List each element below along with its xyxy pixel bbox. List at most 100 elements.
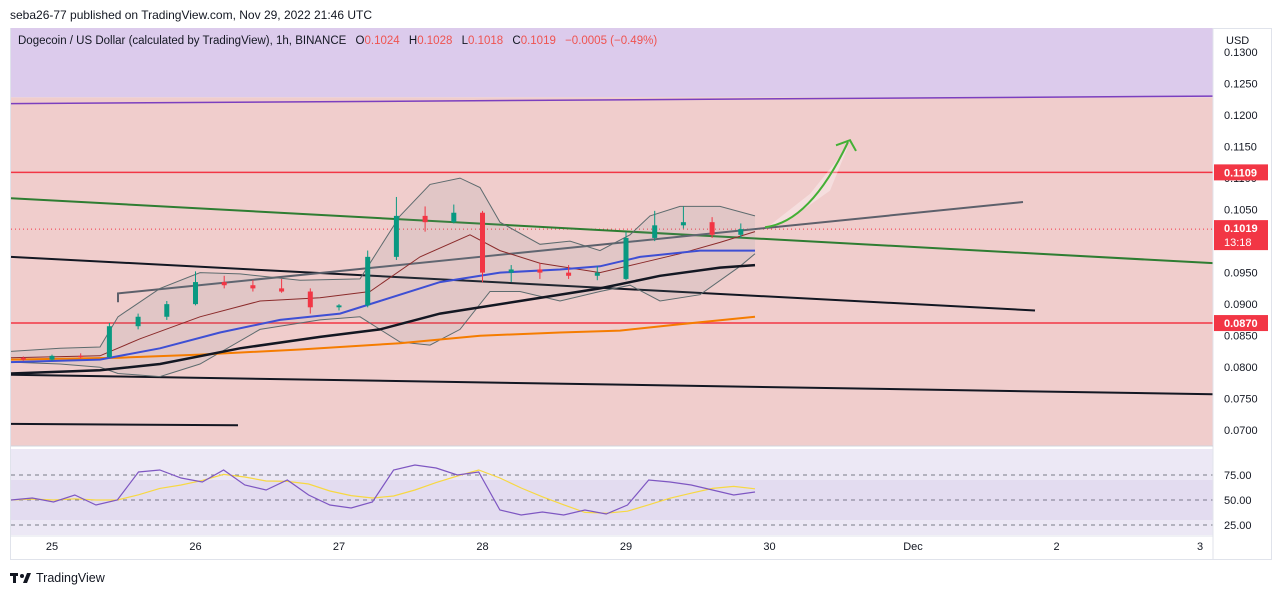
price-tick-label: 0.0850 — [1224, 331, 1258, 343]
candle — [221, 275, 227, 289]
candle-body — [451, 212, 457, 223]
high-value: 0.1028 — [417, 35, 453, 47]
level-label-1109: 0.1109 — [1214, 164, 1268, 181]
candle — [652, 210, 658, 242]
upper-channel-line — [10, 95, 1214, 105]
price-tick-label: 0.1200 — [1224, 110, 1258, 122]
rsi-pane-bg — [11, 449, 1213, 535]
low-label: L — [461, 35, 468, 47]
support-trendline-1 — [10, 255, 1036, 312]
candle-body — [20, 357, 26, 360]
candle — [566, 265, 572, 279]
candle-body — [307, 291, 313, 308]
rsi-line — [10, 464, 756, 516]
candle-body — [709, 222, 715, 235]
tradingview-brand: TradingView — [36, 571, 105, 585]
moving-averages — [10, 249, 756, 375]
candle-body — [623, 237, 629, 279]
candle-body — [193, 282, 198, 305]
time-tick-label: 28 — [476, 541, 488, 553]
candle-body — [594, 272, 600, 276]
candle-body — [78, 355, 84, 358]
descending-trendline — [10, 197, 1214, 265]
time-tick-label: 3 — [1197, 541, 1203, 553]
candle — [422, 206, 428, 232]
open-label: O — [355, 35, 365, 47]
candle — [336, 304, 342, 311]
zone-upper — [11, 28, 1213, 98]
candlesticks — [20, 196, 744, 361]
price-tick-label: 0.1250 — [1224, 78, 1258, 90]
candle — [393, 196, 399, 261]
candle — [451, 204, 457, 224]
candle-body — [49, 355, 55, 360]
candle-body — [680, 222, 686, 226]
candle — [365, 250, 371, 308]
open-value: 0.1024 — [364, 35, 400, 47]
candle-body — [537, 269, 543, 273]
time-tick-label: 27 — [333, 541, 345, 553]
candle-body — [480, 212, 485, 273]
symbol-legend[interactable]: Dogecoin / US Dollar (calculated by Trad… — [18, 35, 657, 47]
projection-path — [764, 141, 849, 229]
candle-body — [738, 229, 744, 235]
price-tick-label: 0.0950 — [1224, 268, 1258, 280]
price-tick-label: 0.0750 — [1224, 394, 1258, 406]
zone-lower — [11, 97, 1213, 446]
candle — [709, 217, 715, 238]
time-axis[interactable]: 25 26 27 28 29 30 Dec 2 3 — [46, 541, 1203, 553]
svg-text:0.0870: 0.0870 — [1224, 318, 1258, 330]
candle-body — [508, 269, 514, 273]
candle — [49, 354, 55, 361]
price-tick-label: 0.0700 — [1224, 425, 1258, 437]
svg-text:13:18: 13:18 — [1224, 237, 1252, 249]
time-tick-label: 2 — [1053, 541, 1059, 553]
candle — [680, 206, 686, 229]
candle — [78, 353, 84, 359]
price-tick-label: 0.0800 — [1224, 362, 1258, 374]
arrow-head — [835, 138, 857, 152]
candle — [508, 265, 514, 283]
bollinger-bands — [10, 177, 756, 378]
candle-body — [164, 304, 170, 317]
currency-label: USD — [1226, 35, 1249, 47]
candle-body — [652, 225, 658, 238]
candle — [279, 278, 285, 293]
rsi-tick-label: 25.00 — [1224, 520, 1252, 532]
rising-trendline — [117, 201, 1024, 303]
candle-body — [279, 288, 285, 292]
candle — [164, 300, 170, 320]
svg-text:0.1109: 0.1109 — [1224, 167, 1257, 179]
support-trendline-2 — [10, 373, 1214, 396]
publish-line: seba26-77 published on TradingView.com, … — [10, 8, 373, 22]
candle — [193, 271, 198, 306]
candle — [20, 356, 26, 361]
candle — [537, 263, 543, 279]
candle — [106, 323, 112, 358]
projection-arrow — [764, 138, 857, 230]
candle-body — [106, 326, 112, 358]
candle-body — [250, 285, 256, 289]
candle-body — [135, 316, 141, 327]
price-axis[interactable]: 0.13000.12500.12000.11500.11000.10500.10… — [1224, 47, 1258, 437]
rsi-axis: 75.00 50.00 25.00 — [1224, 470, 1252, 532]
trend-drawings[interactable] — [10, 95, 1214, 427]
candle-body — [393, 215, 399, 257]
price-tick-label: 0.0900 — [1224, 299, 1258, 311]
tradingview-logo-icon — [10, 573, 31, 583]
support-trendline-3 — [10, 422, 239, 427]
rsi-pane — [10, 464, 1213, 526]
price-tick-label: 0.1300 — [1224, 47, 1258, 59]
candle — [594, 266, 600, 281]
change-value: −0.0005 (−0.49%) — [565, 35, 658, 47]
time-tick-label: 25 — [46, 541, 58, 553]
rsi-tick-label: 50.00 — [1224, 495, 1252, 507]
candle — [623, 231, 629, 281]
candle-body — [221, 282, 227, 286]
price-tick-label: 0.1050 — [1224, 205, 1258, 217]
publish-header: seba26-77 published on TradingView.com, … — [0, 0, 1280, 28]
close-label: C — [512, 35, 521, 47]
footer[interactable]: TradingView — [10, 568, 105, 588]
time-tick-label: 26 — [189, 541, 201, 553]
